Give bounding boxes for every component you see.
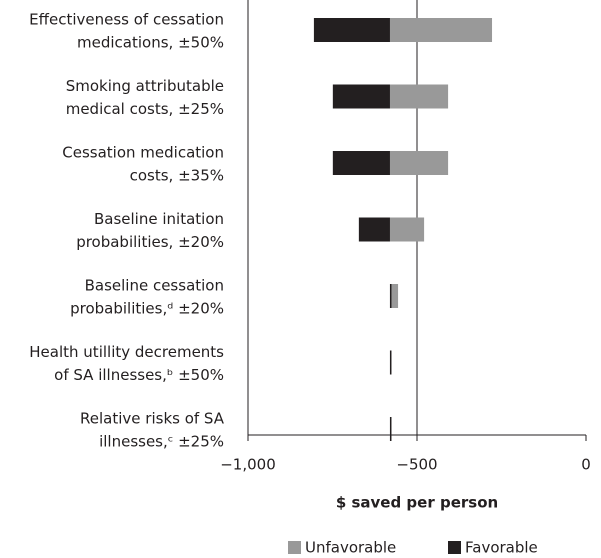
bar <box>332 84 390 109</box>
category-label: Baseline initation <box>94 210 224 228</box>
category-label: medications, ±50% <box>77 34 224 52</box>
bar <box>389 417 392 441</box>
x-tick-label: −1,000 <box>220 456 276 474</box>
category-label: probabilities, ±20% <box>76 233 224 251</box>
bar <box>389 350 392 375</box>
category-label: medical costs, ±25% <box>66 100 224 118</box>
category-label: of SA illnesses,ᵇ ±50% <box>54 366 224 384</box>
bar <box>389 284 392 308</box>
bar <box>389 151 449 175</box>
category-label: probabilities,ᵈ ±20% <box>70 300 224 318</box>
legend-swatch <box>288 541 301 554</box>
category-label: costs, ±35% <box>130 167 224 185</box>
x-tick-label: 0 <box>581 456 591 474</box>
category-label: Cessation medication <box>62 144 224 162</box>
legend-label: Favorable <box>465 539 538 557</box>
bar <box>389 284 399 308</box>
category-label: Baseline cessation <box>85 277 224 295</box>
bar <box>332 151 390 175</box>
legend-swatch <box>448 541 461 554</box>
category-label: Health utillity decrements <box>29 343 224 361</box>
category-label: Effectiveness of cessation <box>29 11 224 29</box>
category-label: Smoking attributable <box>66 77 224 95</box>
bar <box>389 18 493 42</box>
bar <box>313 18 390 42</box>
bar <box>358 217 390 242</box>
category-label: illnesses,ᶜ ±25% <box>99 433 224 451</box>
legend-label: Unfavorable <box>305 539 396 557</box>
category-label: Relative risks of SA <box>80 410 225 428</box>
x-tick-label: −500 <box>396 456 437 474</box>
x-axis-label: $ saved per person <box>336 494 498 512</box>
bar <box>389 217 425 242</box>
bar <box>389 84 449 109</box>
